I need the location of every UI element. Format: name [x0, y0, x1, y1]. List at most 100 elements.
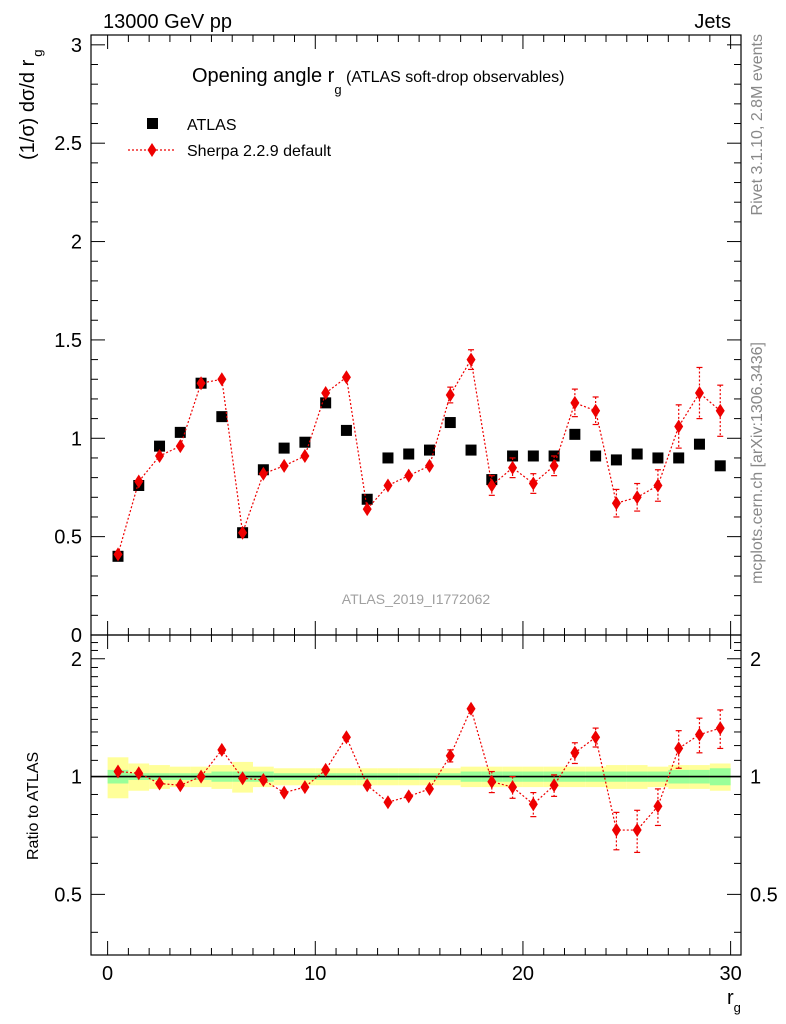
atlas-data-point [299, 436, 311, 448]
main-y-tick-labels: 0.5 1 1.5 2 2.5 3 0 [54, 35, 82, 647]
ratio-sherpa-point [674, 741, 684, 756]
ratio-panel-frame [90, 634, 742, 956]
ratio-sherpa-point [549, 778, 559, 793]
atlas-data-point [216, 411, 228, 423]
sherpa-point [196, 376, 206, 391]
main-y-tick-label: 1 [71, 428, 82, 450]
atlas-data-point [590, 450, 602, 462]
sherpa-point [279, 458, 289, 473]
main-title-suffix: (ATLAS soft-drop observables) [342, 69, 565, 86]
sherpa-point [258, 466, 268, 481]
main-y-tick-label: 1.5 [54, 330, 82, 352]
main-y-tick-label-zero: 0 [71, 625, 82, 647]
legend-sherpa-label: Sherpa 2.2.9 default [187, 143, 332, 160]
atlas-data-point [610, 454, 622, 466]
ratio-y-tick-label: 1 [71, 767, 82, 789]
sherpa-line [117, 357, 721, 555]
ratio-y-tick-label-right: 2 [750, 649, 761, 671]
atlas-data-point [423, 444, 435, 456]
ratio-sherpa-point [300, 780, 310, 795]
ratio-sherpa-point [445, 748, 455, 763]
ratio-sherpa-point [217, 742, 227, 757]
atlas-data-point [320, 397, 332, 409]
atlas-data-point [361, 493, 373, 505]
atlas-data-point [507, 450, 519, 462]
sherpa-point [591, 403, 601, 418]
atlas-data-point [652, 452, 664, 464]
sherpa-point [113, 547, 123, 562]
sherpa-point [632, 490, 642, 505]
main-y-tick-label: 0.5 [54, 527, 82, 549]
ratio-sherpa-point [694, 727, 704, 742]
ratio-sherpa-point [611, 823, 621, 838]
atlas-data-point [673, 452, 685, 464]
ratio-sherpa-point [362, 778, 372, 793]
ratio-sherpa-point [113, 764, 123, 779]
ratio-y-tick-label-right: 0.5 [750, 884, 778, 906]
sherpa-point [466, 352, 476, 367]
sherpa-point [674, 419, 684, 434]
legend: ATLAS Sherpa 2.2.9 default [128, 117, 332, 160]
ratio-y-tick-label: 0.5 [54, 884, 82, 906]
sherpa-point [362, 502, 372, 517]
ratio-sherpa-point [134, 766, 144, 781]
main-y-tick-label: 2 [71, 232, 82, 254]
x-tick-labels: 0 10 20 30 [102, 963, 742, 985]
main-y-tick-label: 3 [71, 35, 82, 57]
main-y-tick-label: 2.5 [54, 133, 82, 155]
sherpa-point [487, 478, 497, 493]
x-tick-label: 10 [304, 963, 326, 985]
atlas-data-point [340, 424, 352, 436]
sherpa-point [404, 468, 414, 483]
atlas-data-point [693, 438, 705, 450]
ratio-y-axis-label: Ratio to ATLAS [25, 752, 42, 860]
ratio-sherpa-point [715, 721, 725, 736]
atlas-data-point [403, 448, 415, 460]
atlas-data-point [569, 428, 581, 440]
ratio-sherpa-point [175, 778, 185, 793]
ratio-sherpa-point [424, 781, 434, 796]
ratio-sherpa-point [238, 771, 248, 786]
sherpa-point [155, 448, 165, 463]
main-title-subscript: g [334, 82, 341, 97]
sherpa-point [445, 388, 455, 402]
atlas-data-point [714, 460, 726, 472]
sherpa-point [383, 478, 393, 493]
sherpa-point [341, 370, 351, 385]
main-y-axis-label-subscript: g [30, 50, 45, 57]
ratio-sherpa-point [279, 785, 289, 800]
sherpa-point [694, 386, 704, 401]
main-y-axis-label-text: (1/σ) dσ/d r [17, 59, 39, 160]
energy-label: 13000 GeV pp [103, 11, 232, 33]
ratio-sherpa-point [591, 730, 601, 745]
ratio-y-tick-labels: 0.5 0.5 1 1 2 2 [54, 649, 778, 907]
atlas-data-point [174, 426, 186, 438]
sherpa-point [175, 439, 185, 454]
main-y-axis-label: (1/σ) dσ/d r g [17, 50, 45, 161]
atlas-data-point [631, 448, 643, 460]
x-tick-label: 0 [102, 963, 113, 985]
sherpa-point [508, 460, 518, 475]
sherpa-point [321, 386, 331, 401]
watermark-label: ATLAS_2019_I1772062 [342, 591, 491, 607]
main-title: Opening angle rg (ATLAS soft-drop observ… [192, 65, 564, 97]
ratio-sherpa-point [341, 730, 351, 745]
ratio-sherpa-point [258, 772, 268, 787]
sherpa-point [715, 403, 725, 418]
sherpa-point [653, 478, 663, 493]
sherpa-point [611, 496, 621, 511]
main-panel-ticks [91, 35, 741, 635]
rivet-label: Rivet 3.1.10, 2.8M events [749, 34, 766, 215]
sherpa-point [300, 448, 310, 463]
main-title-text: Opening angle r [192, 65, 335, 87]
atlas-data-point [278, 442, 290, 454]
sherpa-point [134, 474, 144, 489]
x-axis-label-text: r [727, 987, 734, 1009]
sherpa-point [238, 525, 248, 540]
ratio-y-tick-label: 2 [71, 649, 82, 671]
ratio-sherpa-point [528, 797, 538, 812]
x-tick-label: 30 [719, 963, 741, 985]
ratio-sherpa-point [404, 789, 414, 804]
main-plot-area [112, 349, 726, 562]
